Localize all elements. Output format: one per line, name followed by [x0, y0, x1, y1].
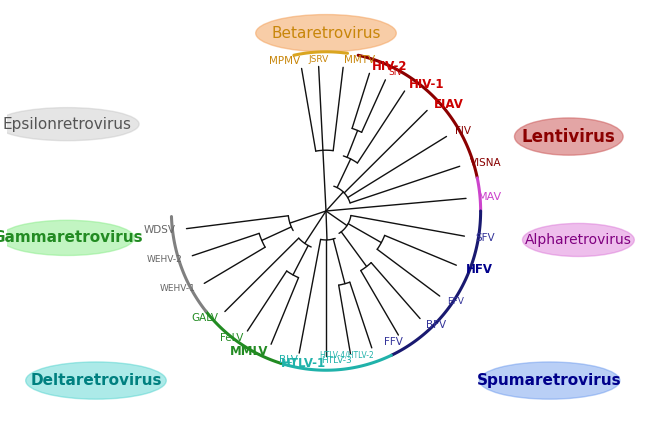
Ellipse shape	[0, 108, 139, 141]
Text: BFV: BFV	[426, 320, 446, 330]
Text: BLV: BLV	[279, 355, 298, 365]
Text: EIAV: EIAV	[434, 98, 464, 111]
Text: SFV: SFV	[475, 233, 495, 243]
Text: HTLV-1: HTLV-1	[281, 357, 326, 370]
Text: MAV: MAV	[477, 192, 501, 203]
Ellipse shape	[479, 362, 620, 399]
Text: MMTV: MMTV	[344, 55, 375, 65]
Text: Spumaretrovirus: Spumaretrovirus	[477, 373, 622, 388]
Text: HIV-2: HIV-2	[372, 60, 408, 73]
Text: Gammaretrovirus: Gammaretrovirus	[0, 230, 143, 245]
Text: WEHV-1: WEHV-1	[160, 284, 196, 293]
Text: FeLV: FeLV	[220, 333, 243, 343]
Text: FIV: FIV	[455, 126, 471, 136]
Ellipse shape	[522, 223, 634, 257]
Text: GALV: GALV	[192, 313, 218, 323]
Text: HTLV-4/HTLV-2: HTLV-4/HTLV-2	[319, 351, 374, 360]
Text: SIV: SIV	[389, 68, 403, 77]
Text: EFV: EFV	[447, 297, 464, 306]
Text: WEHV-2: WEHV-2	[146, 254, 182, 264]
Text: MMLV: MMLV	[230, 345, 268, 358]
Text: MPMV: MPMV	[269, 56, 301, 66]
Text: FFV: FFV	[383, 337, 402, 347]
Text: Epsilonretrovirus: Epsilonretrovirus	[3, 116, 132, 132]
Text: WDSV: WDSV	[143, 225, 175, 235]
Ellipse shape	[256, 14, 396, 52]
Text: JSRV: JSRV	[308, 54, 329, 64]
Text: Alpharetrovirus: Alpharetrovirus	[525, 233, 632, 247]
Text: HTLV-3: HTLV-3	[321, 357, 351, 365]
Text: HFV: HFV	[466, 263, 493, 276]
Text: Deltaretrovirus: Deltaretrovirus	[30, 373, 162, 388]
Ellipse shape	[0, 220, 134, 255]
Text: VISNA: VISNA	[470, 158, 501, 168]
Text: Lentivirus: Lentivirus	[522, 127, 615, 146]
Ellipse shape	[514, 118, 623, 155]
Text: Betaretrovirus: Betaretrovirus	[271, 26, 381, 41]
Text: HIV-1: HIV-1	[409, 78, 445, 91]
Ellipse shape	[25, 362, 166, 399]
